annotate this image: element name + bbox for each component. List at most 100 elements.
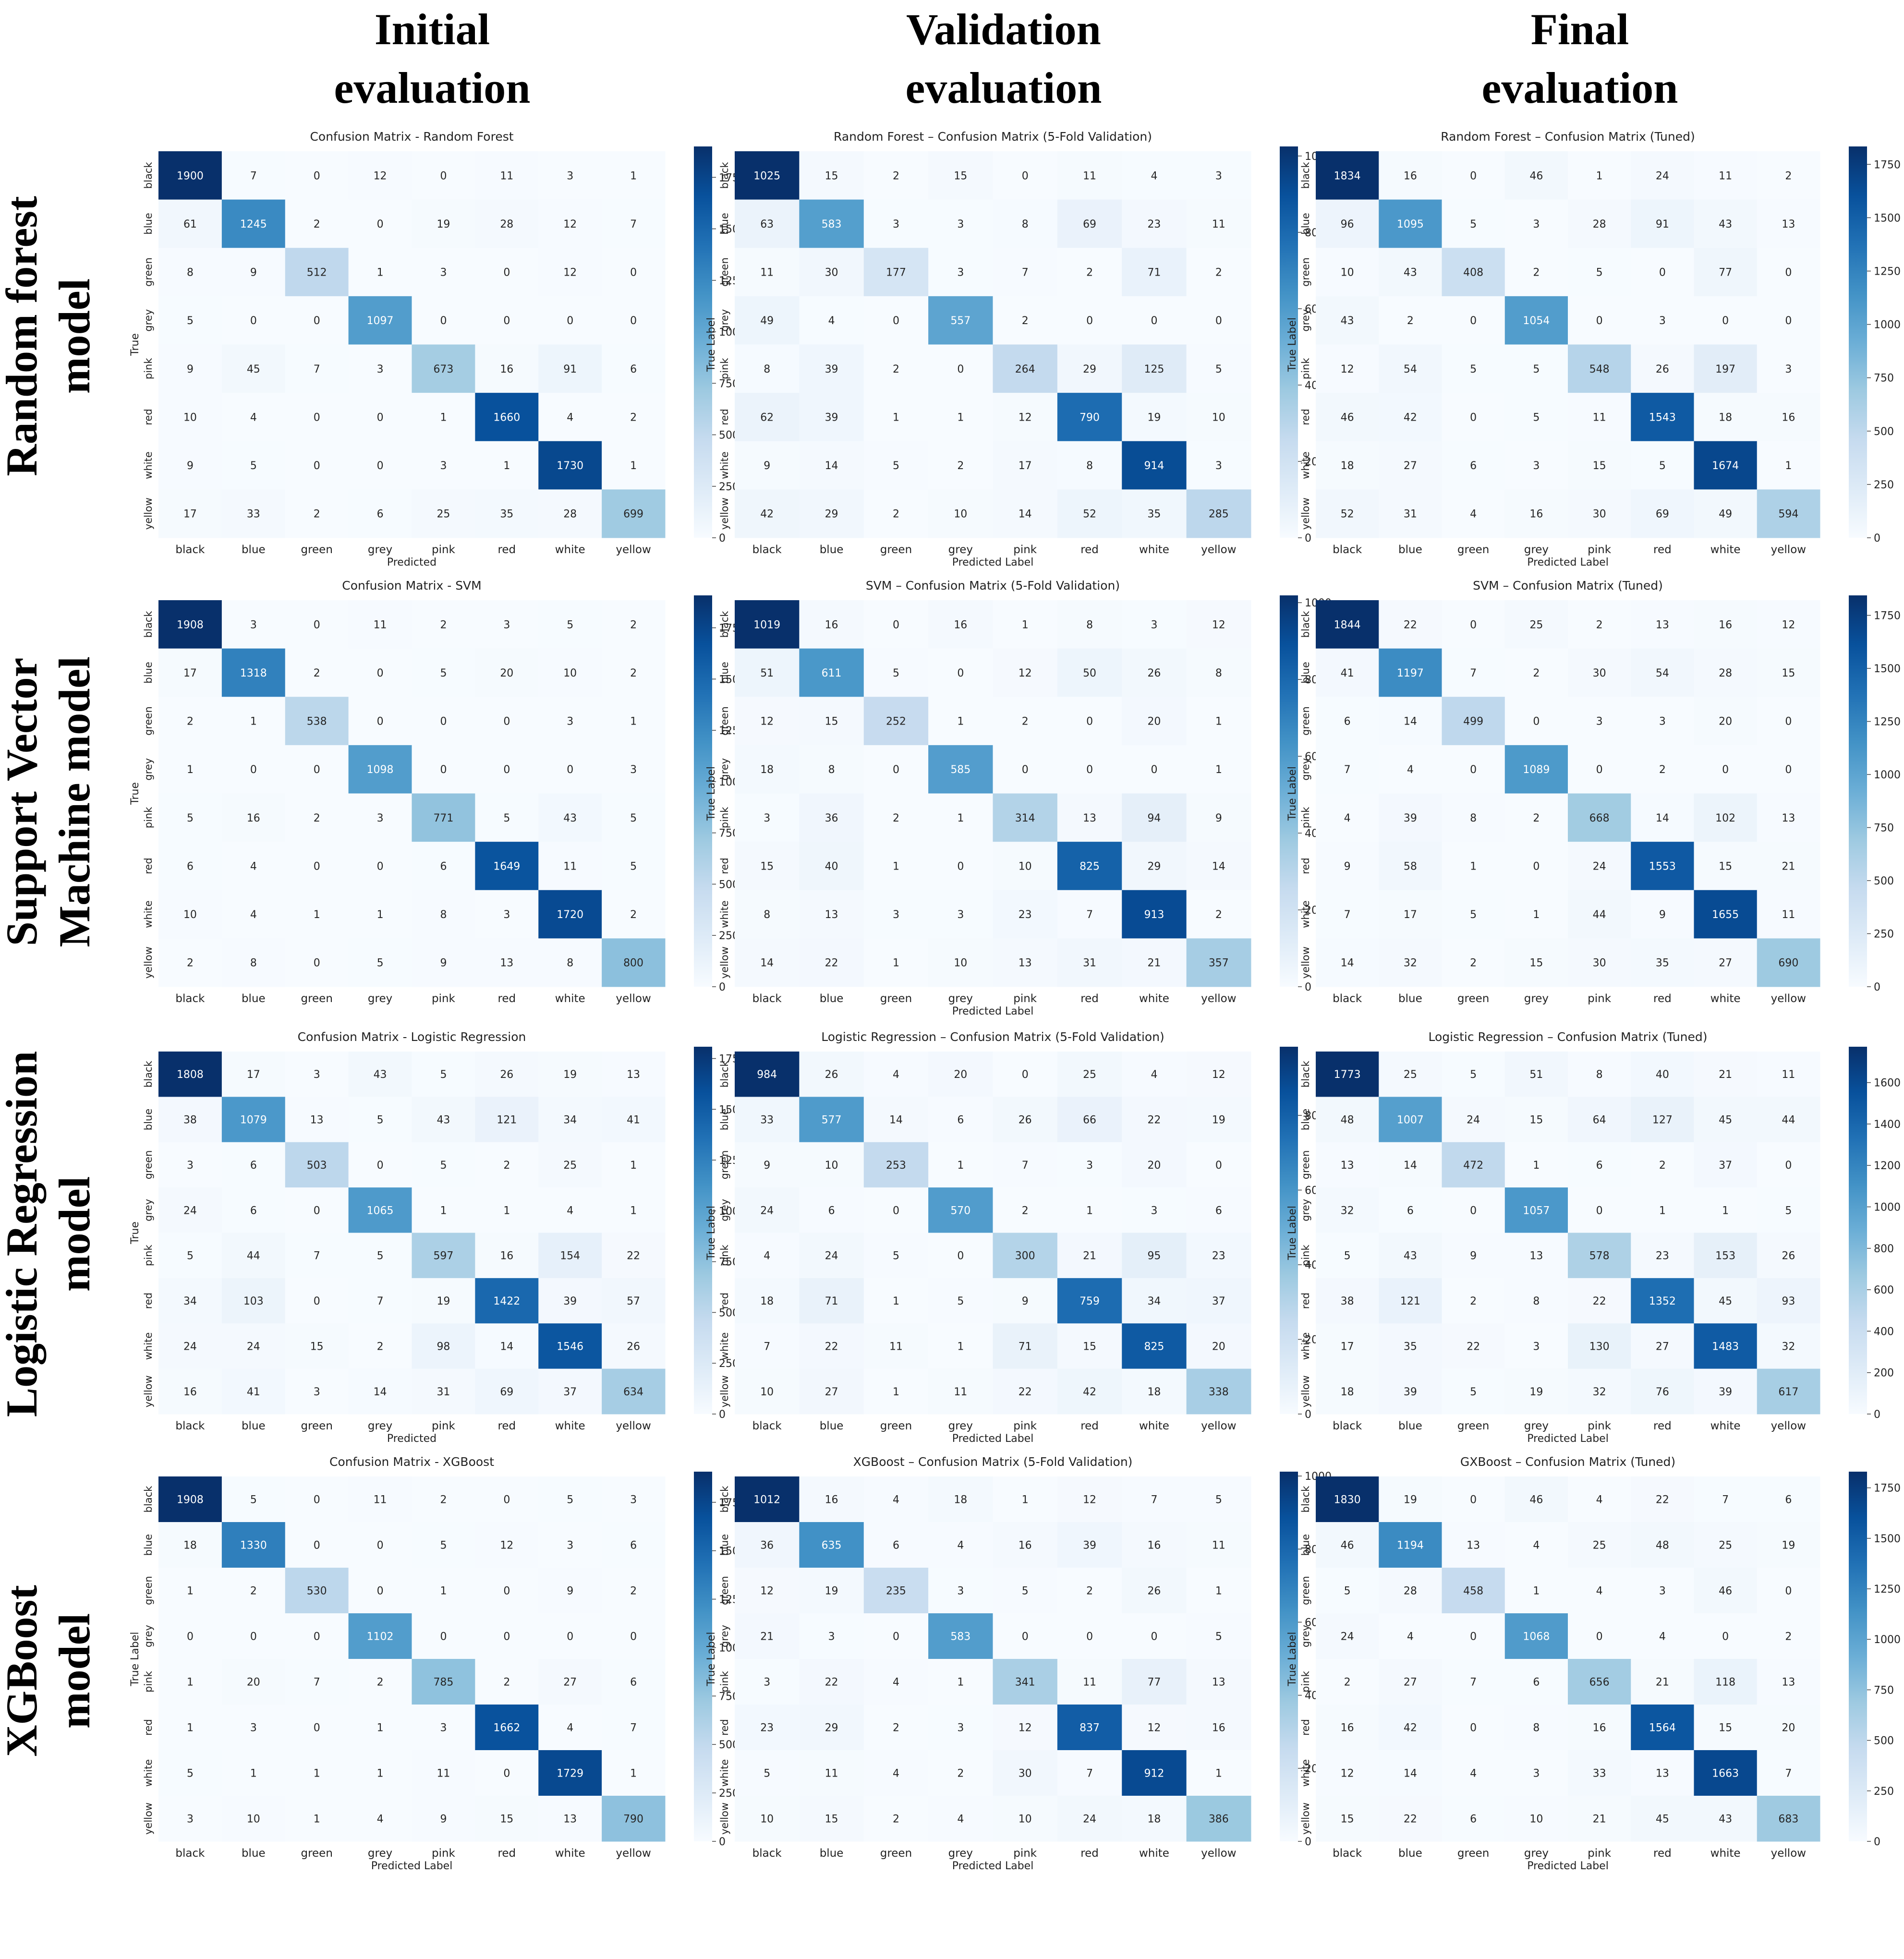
heatmap-cell — [1757, 1613, 1820, 1659]
cell-value-label: 2 — [630, 667, 637, 679]
heatmap-cell — [993, 199, 1058, 248]
cell-value-label: 35 — [1404, 1341, 1417, 1353]
cell-value-label: 6 — [1470, 1814, 1477, 1826]
heatmap-cell — [1757, 1476, 1820, 1523]
x-tick-label: pink — [432, 1420, 456, 1432]
cell-value-label: 13 — [1341, 1160, 1354, 1172]
cell-value-label: 13 — [563, 1814, 577, 1826]
heatmap-cell — [1379, 1613, 1442, 1659]
heatmap-cell — [475, 248, 539, 297]
x-tick-label: blue — [1398, 1420, 1422, 1432]
cell-value-label: 11 — [1782, 1069, 1795, 1081]
cell-value-label: 11 — [1782, 909, 1795, 921]
cell-value-label: 44 — [247, 1250, 260, 1262]
heatmap-cell — [1504, 1796, 1568, 1842]
cell-value-label: 2 — [440, 619, 447, 631]
cell-value-label: 33 — [1593, 1768, 1606, 1780]
cell-value-label: 3 — [893, 909, 899, 921]
cell-value-label: 25 — [437, 508, 450, 520]
x-tick-label: grey — [1524, 1847, 1549, 1860]
cell-value-label: 7 — [1344, 909, 1351, 921]
heatmap-cell — [538, 697, 602, 746]
heatmap-cell — [1504, 938, 1568, 987]
heatmap-cell — [221, 1097, 286, 1143]
y-tick-label: blue — [719, 662, 730, 683]
x-tick-label: blue — [1398, 544, 1422, 556]
heatmap-cell — [735, 1142, 800, 1188]
cell-value-label: 1 — [1533, 909, 1540, 921]
heatmap-cell — [1442, 648, 1505, 697]
y-tick-label: red — [1300, 858, 1311, 874]
heatmap-cell — [1379, 842, 1442, 891]
heatmap-cell — [1057, 1750, 1122, 1796]
y-tick-label: green — [719, 706, 730, 736]
y-tick-label: grey — [143, 1625, 154, 1647]
heatmap-cell — [1631, 1097, 1694, 1143]
heatmap-cell — [863, 489, 929, 538]
cell-value-label: 771 — [433, 812, 453, 824]
heatmap-cell — [1757, 441, 1820, 490]
heatmap-cell — [993, 1368, 1058, 1415]
cell-value-label: 63 — [760, 218, 774, 230]
y-tick-label: pink — [143, 1670, 154, 1692]
colorbar-tick-label: 1600 — [1874, 1077, 1901, 1089]
cell-value-label: 1 — [893, 860, 899, 872]
heatmap-cell — [799, 199, 864, 248]
cell-value-label: 1908 — [177, 619, 204, 631]
heatmap-cell — [1057, 1323, 1122, 1369]
heatmap-cell — [1442, 344, 1505, 393]
y-axis-label: True — [129, 1221, 141, 1245]
heatmap-cell — [602, 344, 666, 393]
y-tick-label: black — [719, 611, 730, 638]
cell-value-label: 25 — [1593, 1540, 1606, 1552]
heatmap-cell — [863, 697, 929, 746]
heatmap-cell — [475, 745, 539, 794]
cell-value-label: 2 — [1533, 812, 1540, 824]
cell-value-label: 95 — [1147, 1250, 1161, 1262]
cell-value-label: 0 — [314, 860, 320, 872]
heatmap-cell — [1631, 1187, 1694, 1233]
cell-value-label: 20 — [954, 1069, 967, 1081]
cell-value-label: 32 — [1593, 1386, 1606, 1398]
cell-value-label: 5 — [440, 1540, 447, 1552]
heatmap-cell — [221, 1368, 286, 1415]
cell-value-label: 0 — [1596, 764, 1603, 776]
heatmap-cell — [1694, 745, 1758, 794]
y-tick-label: blue — [719, 1109, 730, 1130]
cell-value-label: 14 — [500, 1341, 513, 1353]
heatmap-cell — [602, 296, 666, 345]
cell-value-label: 1 — [957, 1341, 964, 1353]
cell-value-label: 3 — [567, 170, 573, 182]
colorbar — [1849, 1472, 1867, 1841]
y-tick-label: yellow — [1300, 946, 1311, 979]
heatmap-cell — [1694, 199, 1758, 248]
heatmap-cell — [538, 600, 602, 649]
cell-value-label: 21 — [1593, 1814, 1606, 1826]
cell-value-label: 6 — [1344, 716, 1351, 728]
cell-value-label: 3 — [630, 1494, 637, 1506]
cell-value-label: 26 — [1782, 1250, 1795, 1262]
cell-value-label: 3 — [1596, 716, 1603, 728]
heatmap-cell — [1379, 1796, 1442, 1842]
cell-value-label: 3 — [187, 1814, 194, 1826]
y-tick-label: red — [719, 1293, 730, 1309]
cell-value-label: 21 — [1719, 1069, 1732, 1081]
cell-value-label: 800 — [623, 957, 643, 969]
cell-value-label: 0 — [503, 716, 510, 728]
y-tick-label: blue — [143, 213, 154, 234]
heatmap-cell — [735, 1659, 800, 1705]
cell-value-label: 3 — [828, 1631, 835, 1643]
cell-value-label: 790 — [1079, 411, 1100, 423]
heatmap-cell — [348, 600, 412, 649]
heatmap-cell — [538, 1659, 602, 1705]
heatmap-cell — [993, 1278, 1058, 1324]
cell-value-label: 1 — [377, 909, 384, 921]
cell-value-label: 1 — [1596, 170, 1603, 182]
y-tick-label: red — [143, 1293, 154, 1309]
cell-value-label: 3 — [1533, 1768, 1540, 1780]
heatmap-cell — [1379, 1187, 1442, 1233]
cell-value-label: 19 — [1404, 1494, 1417, 1506]
cell-value-label: 9 — [1215, 812, 1222, 824]
heatmap-cell — [602, 1323, 666, 1369]
